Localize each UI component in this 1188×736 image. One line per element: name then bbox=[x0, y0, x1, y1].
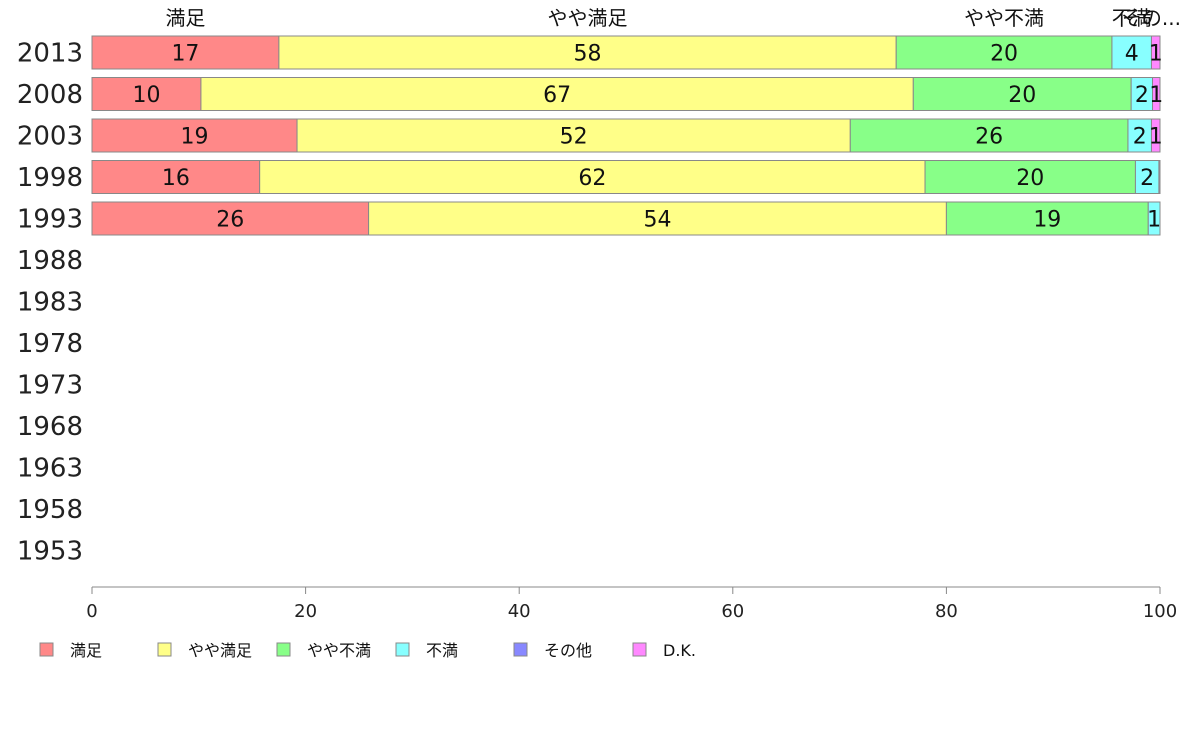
bar-segment bbox=[1147, 201, 1161, 236]
bars-group: 17 58 20 4 110 67 20 2 119 52 26 2 116 62 20 226 54 19 1 bbox=[91, 35, 1163, 236]
y-tick-label: 1978 bbox=[17, 329, 83, 359]
x-tick-label: 80 bbox=[935, 601, 958, 622]
top-category-label: 満足 bbox=[165, 6, 205, 30]
segment-value-label: 17 bbox=[171, 42, 199, 67]
segment-value-label: 1 bbox=[1149, 125, 1163, 150]
segment-value-label: 20 bbox=[990, 42, 1018, 67]
segment-value-label: 58 bbox=[574, 42, 602, 67]
legend-swatch bbox=[513, 642, 528, 657]
segment-value-label: 62 bbox=[578, 166, 606, 191]
bar-segment bbox=[91, 160, 261, 194]
top-category-label: やや不満 bbox=[964, 6, 1044, 30]
segment-value-label: 26 bbox=[216, 208, 244, 233]
segment-value-label: 20 bbox=[1016, 166, 1044, 191]
bar-segment bbox=[91, 118, 298, 153]
bar-segment bbox=[278, 35, 897, 70]
segment-value-label: 67 bbox=[543, 83, 571, 108]
top-category-labels: 満足 やや満足 やや不満 不満その... bbox=[165, 6, 1181, 30]
top-category-label: 不満 bbox=[1112, 6, 1152, 30]
legend-swatch bbox=[632, 642, 647, 657]
x-tick-label: 20 bbox=[294, 601, 317, 622]
x-axis: 0 20 40 60 80 100 bbox=[86, 586, 1177, 622]
segment-value-label: 4 bbox=[1125, 42, 1139, 67]
bar-segment bbox=[1158, 160, 1161, 194]
segment-value-label: 10 bbox=[132, 83, 160, 108]
y-tick-label: 2003 bbox=[17, 122, 83, 152]
y-tick-label: 1968 bbox=[17, 412, 83, 442]
top-category-label: その... bbox=[1122, 6, 1181, 30]
bar-segment bbox=[91, 201, 370, 236]
y-tick-label: 1998 bbox=[17, 163, 83, 193]
y-tick-label: 1983 bbox=[17, 288, 83, 318]
legend-swatch bbox=[157, 642, 172, 657]
legend-label: その他 bbox=[544, 641, 592, 660]
bar-segment bbox=[368, 201, 947, 236]
y-tick-label: 1953 bbox=[17, 537, 83, 567]
segment-value-label: 1 bbox=[1149, 42, 1163, 67]
y-tick-label: 2013 bbox=[17, 39, 83, 69]
segment-value-label: 19 bbox=[1033, 208, 1061, 233]
x-tick-label: 0 bbox=[86, 601, 97, 622]
y-tick-label: 1988 bbox=[17, 246, 83, 276]
segment-value-label: 19 bbox=[181, 125, 209, 150]
segment-value-label: 54 bbox=[644, 208, 672, 233]
bar-segment bbox=[91, 35, 280, 70]
bar-segment bbox=[91, 77, 202, 111]
bar-segment bbox=[924, 160, 1136, 194]
y-axis-labels: 2013 2008 2003 1998 1993 1988 1983 1978 1973 1968… bbox=[17, 39, 83, 567]
y-tick-label: 1993 bbox=[17, 205, 83, 235]
bar-segment bbox=[1150, 35, 1161, 70]
legend-swatch bbox=[395, 642, 410, 657]
y-tick-label: 1963 bbox=[17, 454, 83, 484]
segment-value-label: 26 bbox=[975, 125, 1003, 150]
legend: 満足 やや満足 やや不満 不満 その他 D.K. bbox=[39, 641, 696, 660]
legend-label: やや不満 bbox=[307, 641, 371, 660]
segment-value-label: 2 bbox=[1140, 166, 1154, 191]
segment-value-label: 52 bbox=[560, 125, 588, 150]
bar-segment bbox=[849, 118, 1129, 153]
y-tick-label: 1958 bbox=[17, 495, 83, 525]
bar-segment bbox=[259, 160, 926, 194]
x-tick-label: 100 bbox=[1143, 601, 1177, 622]
segment-value-label: 1 bbox=[1149, 83, 1163, 108]
legend-swatch bbox=[276, 642, 291, 657]
bar-segment bbox=[1152, 77, 1161, 111]
bar-segment bbox=[200, 77, 914, 111]
top-category-label: やや満足 bbox=[548, 6, 628, 30]
bar-segment bbox=[912, 77, 1132, 111]
legend-label: 不満 bbox=[426, 641, 458, 660]
segment-value-label: 2 bbox=[1133, 125, 1147, 150]
bar-segment bbox=[296, 118, 851, 153]
segment-value-label: 16 bbox=[162, 166, 190, 191]
legend-label: D.K. bbox=[663, 641, 696, 660]
segment-value-label: 1 bbox=[1147, 208, 1161, 233]
bar-segment bbox=[945, 201, 1149, 236]
y-tick-label: 2008 bbox=[17, 80, 83, 110]
bar-segment bbox=[895, 35, 1113, 70]
segment-value-label: 20 bbox=[1008, 83, 1036, 108]
x-tick-label: 60 bbox=[721, 601, 744, 622]
segment-value-label: 2 bbox=[1135, 83, 1149, 108]
legend-label: 満足 bbox=[70, 641, 102, 660]
legend-label: やや満足 bbox=[188, 641, 252, 660]
y-tick-label: 1973 bbox=[17, 371, 83, 401]
x-tick-label: 40 bbox=[508, 601, 531, 622]
bar-segment bbox=[1150, 118, 1161, 153]
legend-swatch bbox=[39, 642, 54, 657]
